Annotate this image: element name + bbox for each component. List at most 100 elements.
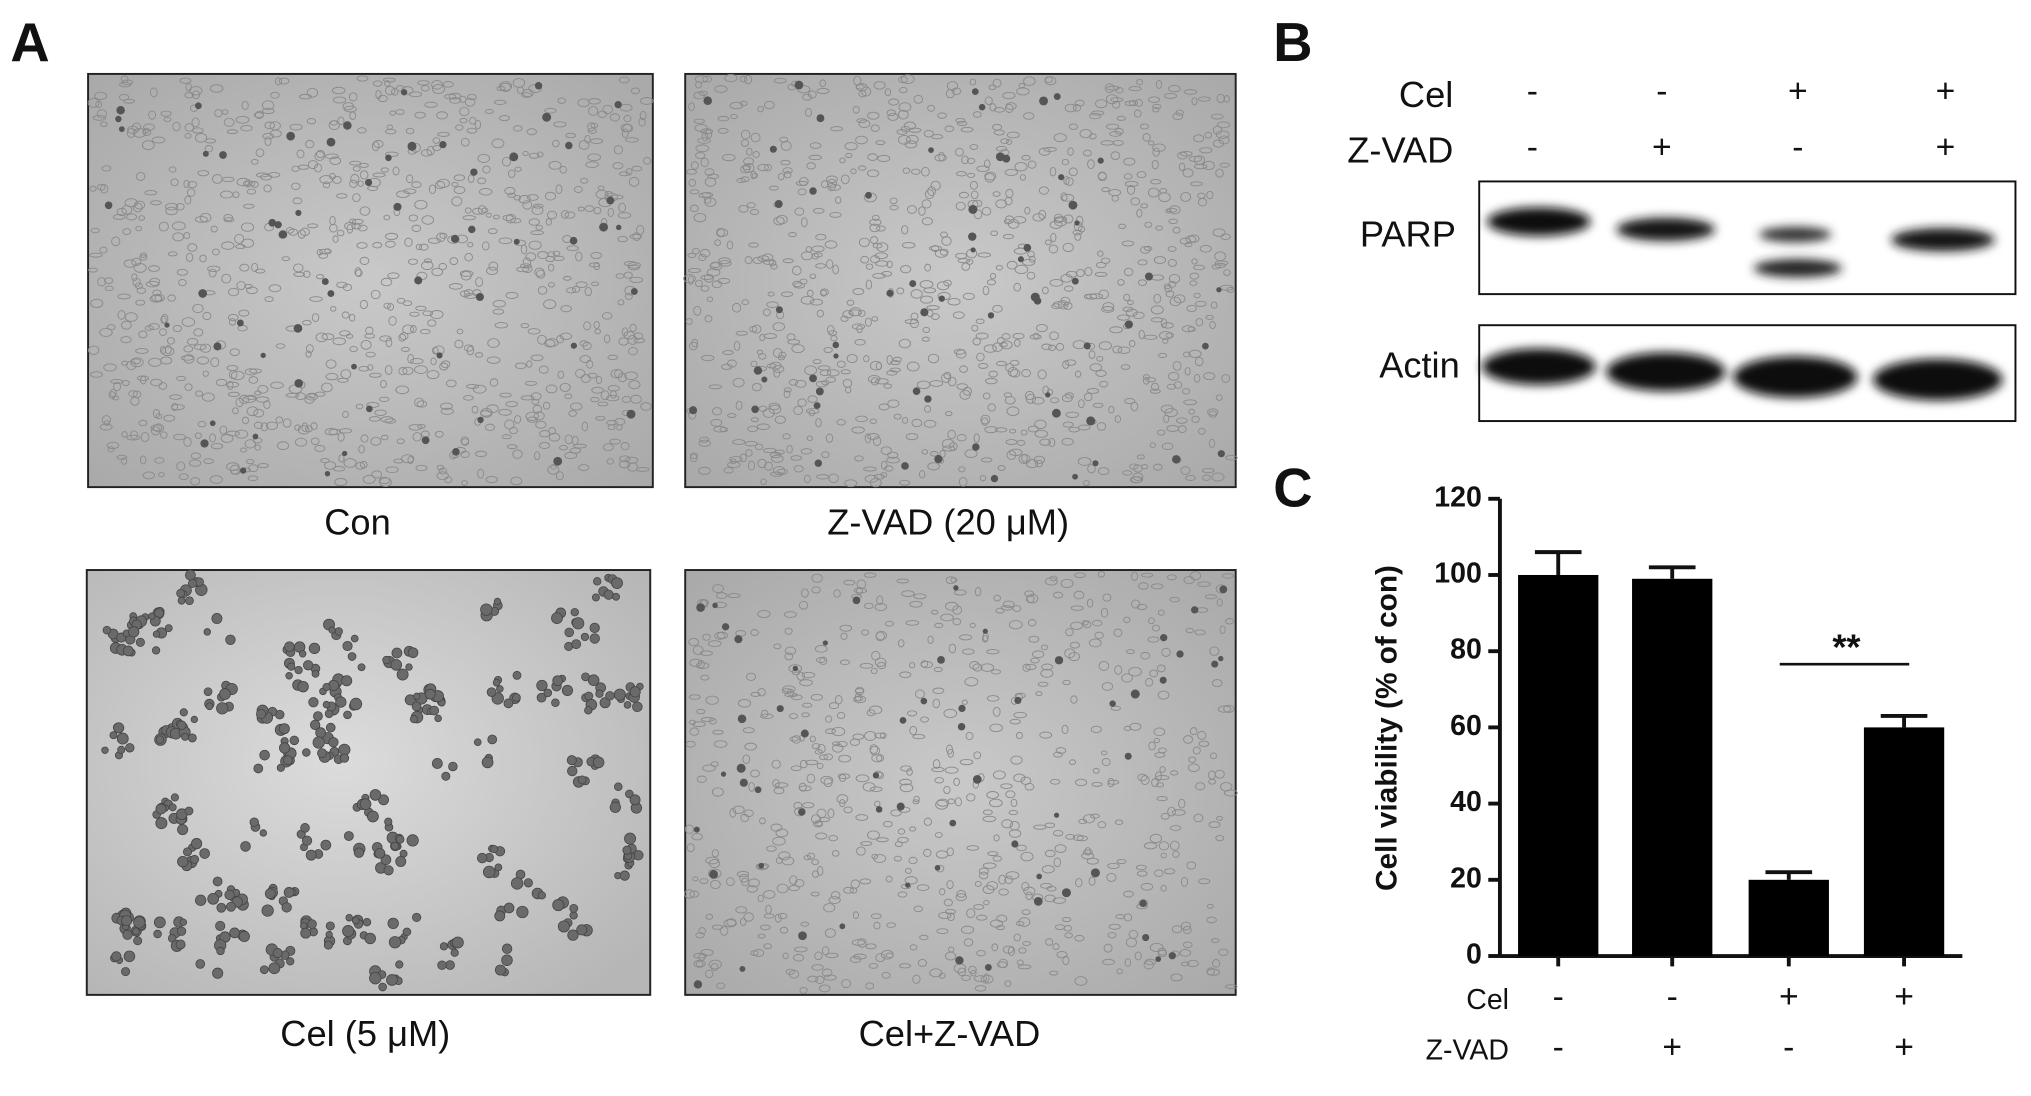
cell xyxy=(1023,112,1035,120)
cell xyxy=(522,257,532,267)
cell xyxy=(992,855,1002,862)
cell xyxy=(913,795,920,803)
cell xyxy=(1072,473,1078,480)
cell xyxy=(116,207,127,217)
cell xyxy=(472,207,483,215)
cell xyxy=(1135,98,1144,107)
cell xyxy=(547,282,555,288)
cell xyxy=(380,434,389,441)
cell xyxy=(1128,99,1138,107)
cell xyxy=(992,191,1001,197)
cell xyxy=(1014,162,1028,172)
cell xyxy=(437,131,450,137)
cell xyxy=(388,936,402,949)
cell xyxy=(685,740,696,748)
cell xyxy=(834,196,842,204)
cell xyxy=(1112,345,1123,354)
y-tick-label: 80 xyxy=(1450,634,1482,666)
cell xyxy=(821,946,830,956)
cell xyxy=(187,578,197,588)
cell xyxy=(742,754,751,764)
cell xyxy=(789,736,799,742)
cell xyxy=(1106,85,1120,91)
cell xyxy=(904,140,918,149)
cell xyxy=(1193,373,1201,383)
cell xyxy=(248,376,259,384)
cell xyxy=(210,443,224,450)
cell xyxy=(1009,369,1021,378)
cell xyxy=(1060,578,1074,589)
cell xyxy=(983,344,997,353)
cell xyxy=(251,181,259,188)
cell xyxy=(1163,283,1172,290)
cell xyxy=(414,111,426,119)
cell xyxy=(377,94,388,103)
cell xyxy=(850,879,860,889)
cell xyxy=(215,378,228,387)
cell xyxy=(800,729,809,738)
cell xyxy=(749,209,760,216)
cell xyxy=(725,877,735,887)
cell xyxy=(559,332,573,340)
cell xyxy=(492,214,500,220)
cell xyxy=(311,313,320,322)
cell xyxy=(99,423,113,431)
cell xyxy=(909,826,917,832)
cell xyxy=(536,269,546,279)
cell xyxy=(929,380,944,387)
cell xyxy=(288,228,299,236)
cell xyxy=(1189,571,1202,581)
cell xyxy=(1034,419,1047,430)
cell xyxy=(219,190,234,199)
cell xyxy=(851,426,865,434)
cell xyxy=(815,387,824,396)
cell xyxy=(196,356,210,365)
cell xyxy=(739,100,748,107)
cell xyxy=(1096,422,1107,431)
cell xyxy=(855,415,868,423)
cell xyxy=(930,313,940,320)
cell xyxy=(368,416,381,422)
cell xyxy=(1101,757,1111,767)
cell xyxy=(607,354,619,361)
cell xyxy=(323,940,333,950)
cell xyxy=(1033,897,1043,906)
cell xyxy=(90,298,104,308)
cell xyxy=(699,436,710,443)
cell xyxy=(1067,147,1074,156)
cell xyxy=(1223,95,1231,103)
cell xyxy=(1182,925,1192,935)
cell xyxy=(459,117,468,124)
cell xyxy=(450,234,460,243)
cell xyxy=(969,622,976,628)
cell xyxy=(101,165,112,172)
cell xyxy=(1049,166,1057,177)
cell xyxy=(531,205,544,216)
cell xyxy=(350,634,359,643)
cell xyxy=(334,477,348,487)
cell xyxy=(1090,725,1102,733)
cell xyxy=(525,411,539,421)
cell xyxy=(1019,174,1027,181)
cell xyxy=(1004,980,1012,987)
cell xyxy=(310,422,318,430)
cell xyxy=(170,793,179,802)
cell xyxy=(973,209,983,220)
cell xyxy=(1088,876,1096,886)
cell xyxy=(741,299,749,306)
cell xyxy=(477,205,487,215)
cell xyxy=(1180,961,1190,967)
cell xyxy=(342,410,349,419)
cell xyxy=(216,946,225,956)
cell xyxy=(880,472,888,478)
cell xyxy=(1117,279,1125,286)
cell xyxy=(507,192,516,198)
cell xyxy=(740,917,747,927)
cell xyxy=(1149,833,1163,844)
cell xyxy=(1178,798,1186,809)
cell xyxy=(138,419,148,427)
cell xyxy=(183,232,191,239)
cell xyxy=(957,967,967,977)
cell xyxy=(569,903,579,913)
cell xyxy=(873,81,886,90)
